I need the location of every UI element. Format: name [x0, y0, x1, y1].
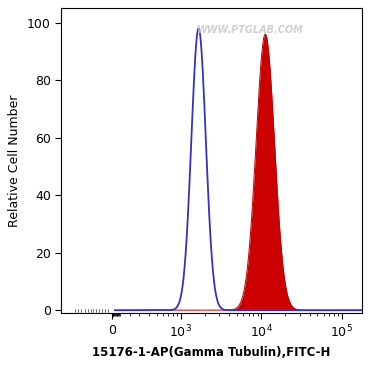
- Text: WWW.PTGLAB.COM: WWW.PTGLAB.COM: [197, 25, 304, 34]
- X-axis label: 15176-1-AP(Gamma Tubulin),FITC-H: 15176-1-AP(Gamma Tubulin),FITC-H: [92, 346, 331, 359]
- Y-axis label: Relative Cell Number: Relative Cell Number: [9, 95, 21, 227]
